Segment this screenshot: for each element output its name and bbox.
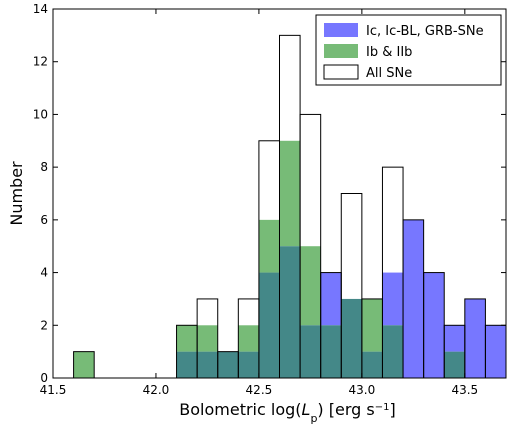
ib-bar-10 [279,140,301,247]
legend-label-1: Ib & IIb [366,45,412,60]
y-tick-label-5: 10 [33,107,48,121]
ib-bar-0 [73,351,95,378]
ib-bar-9 [258,219,280,273]
overlap-bar-12 [320,325,342,378]
y-tick-label-0: 0 [40,371,48,385]
ib-bar-11 [300,246,321,326]
ic-bar-16 [403,219,424,378]
overlap-bar-10 [279,246,301,378]
ib-bar-14 [361,298,383,352]
legend: Ic, Ic-BL, GRB-SNe Ib & IIb All SNe [315,14,502,86]
x-tick-label-0: 41.5 [40,383,67,397]
ic-bar-15 [382,272,404,326]
y-tick-label-1: 2 [40,318,48,332]
overlap-bar-8 [238,351,259,378]
overlap-bar-7 [217,351,239,378]
x-axis-title-exp: −1 [375,402,390,413]
overlap-bar-6 [197,351,218,378]
ib-bar-5 [176,325,198,352]
x-axis-title-L: L [302,400,311,419]
y-tick-label-2: 4 [40,266,48,280]
overlap-bar-9 [258,272,280,378]
x-axis-title-mid: ) [erg s [317,400,374,419]
axis-tick-labels: 41.5 42.0 42.5 43.0 43.5 0 2 4 6 8 10 12 14 [33,2,478,397]
ic-bar-18 [444,325,465,352]
x-axis-title-suffix: ] [389,400,395,419]
legend-label-2: All SNe [366,66,412,81]
overlap-bar-15 [382,325,404,378]
x-tick-label-3: 43.0 [349,383,376,397]
x-tick-label-4: 43.5 [451,383,478,397]
overlap-bar-5 [176,351,198,378]
legend-swatch-0 [324,23,358,37]
plot-frame [52,8,507,379]
axis-ticks [52,8,506,379]
ic-bar-20 [485,325,506,378]
x-axis-title-log: log( [271,400,302,419]
y-tick-label-3: 6 [40,213,48,227]
x-axis-title-sub: p [310,412,317,425]
y-axis-title: Number [7,161,26,226]
ic-bar-12 [320,272,342,326]
ib-bar-6 [197,325,218,352]
legend-swatch-1 [324,44,358,58]
x-tick-label-2: 42.5 [246,383,273,397]
bars-layer [73,140,506,378]
overlap-bar-14 [361,351,383,378]
x-tick-label-1: 42.0 [143,383,170,397]
legend-label-0: Ic, Ic-BL, GRB-SNe [366,24,484,39]
ib-bar-8 [238,325,259,352]
y-tick-label-4: 8 [40,160,48,174]
legend-swatch-2 [323,64,359,80]
overlap-bar-11 [300,325,321,378]
overlap-bar-18 [444,351,465,378]
ic-bar-17 [423,272,445,378]
y-tick-label-6: 12 [33,55,48,69]
overlap-bar-13 [341,298,362,378]
ic-bar-19 [464,298,486,378]
x-axis-title-prefix: Bolometric [179,400,271,419]
x-axis-title: Bolometric log(Lp) [erg s−1] [179,400,395,425]
y-tick-label-7: 14 [33,2,48,16]
